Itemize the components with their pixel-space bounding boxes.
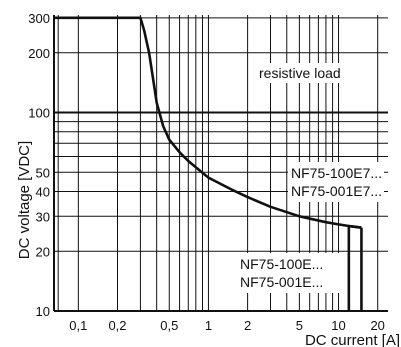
axes xyxy=(53,15,388,312)
y-tick-label: 10 xyxy=(36,304,50,319)
x-tick-label: 0,1 xyxy=(69,318,87,333)
x-tick-label: 10 xyxy=(331,318,345,333)
resistive-load-label: resistive load xyxy=(259,65,341,81)
nf75-001e7-label: NF75-001E7... xyxy=(291,183,382,199)
x-tick-label: 2 xyxy=(244,318,251,333)
y-tick-labels: 10 20 30 40 50 100 200 300 xyxy=(28,11,50,319)
y-tick-label: 100 xyxy=(28,106,50,121)
y-tick-label: 200 xyxy=(28,46,50,61)
y-tick-label: 300 xyxy=(28,11,50,26)
y-axis-title: DC voltage [VDC] xyxy=(16,141,33,259)
resistive-load-label-bg xyxy=(256,63,357,83)
x-tick-label: 1 xyxy=(205,318,212,333)
nf75-100e7-label: NF75-100E7... xyxy=(291,165,382,181)
y-tick-label: 50 xyxy=(36,165,50,180)
x-tick-label: 0,2 xyxy=(108,318,126,333)
load-limit-curve xyxy=(54,16,362,229)
x-tick-labels: 0,1 0,2 0,5 1 2 5 10 20 xyxy=(69,318,385,333)
curves xyxy=(54,16,363,311)
y-tick-label: 30 xyxy=(36,209,50,224)
y-tick-label: 40 xyxy=(36,185,50,200)
nf75-e7-label-bg xyxy=(288,162,384,202)
nf75-100e-label: NF75-100E... xyxy=(240,256,323,272)
x-axis-title: DC current [A] xyxy=(305,332,400,347)
curve-end-segment xyxy=(348,224,362,229)
x-tick-label: 20 xyxy=(370,318,384,333)
x-tick-label: 0,5 xyxy=(160,318,178,333)
nf75-e-label-bg xyxy=(236,253,342,293)
nf75-001e-label: NF75-001E... xyxy=(240,274,323,290)
x-tick-label: 5 xyxy=(296,318,303,333)
y-tick-label: 20 xyxy=(36,244,50,259)
